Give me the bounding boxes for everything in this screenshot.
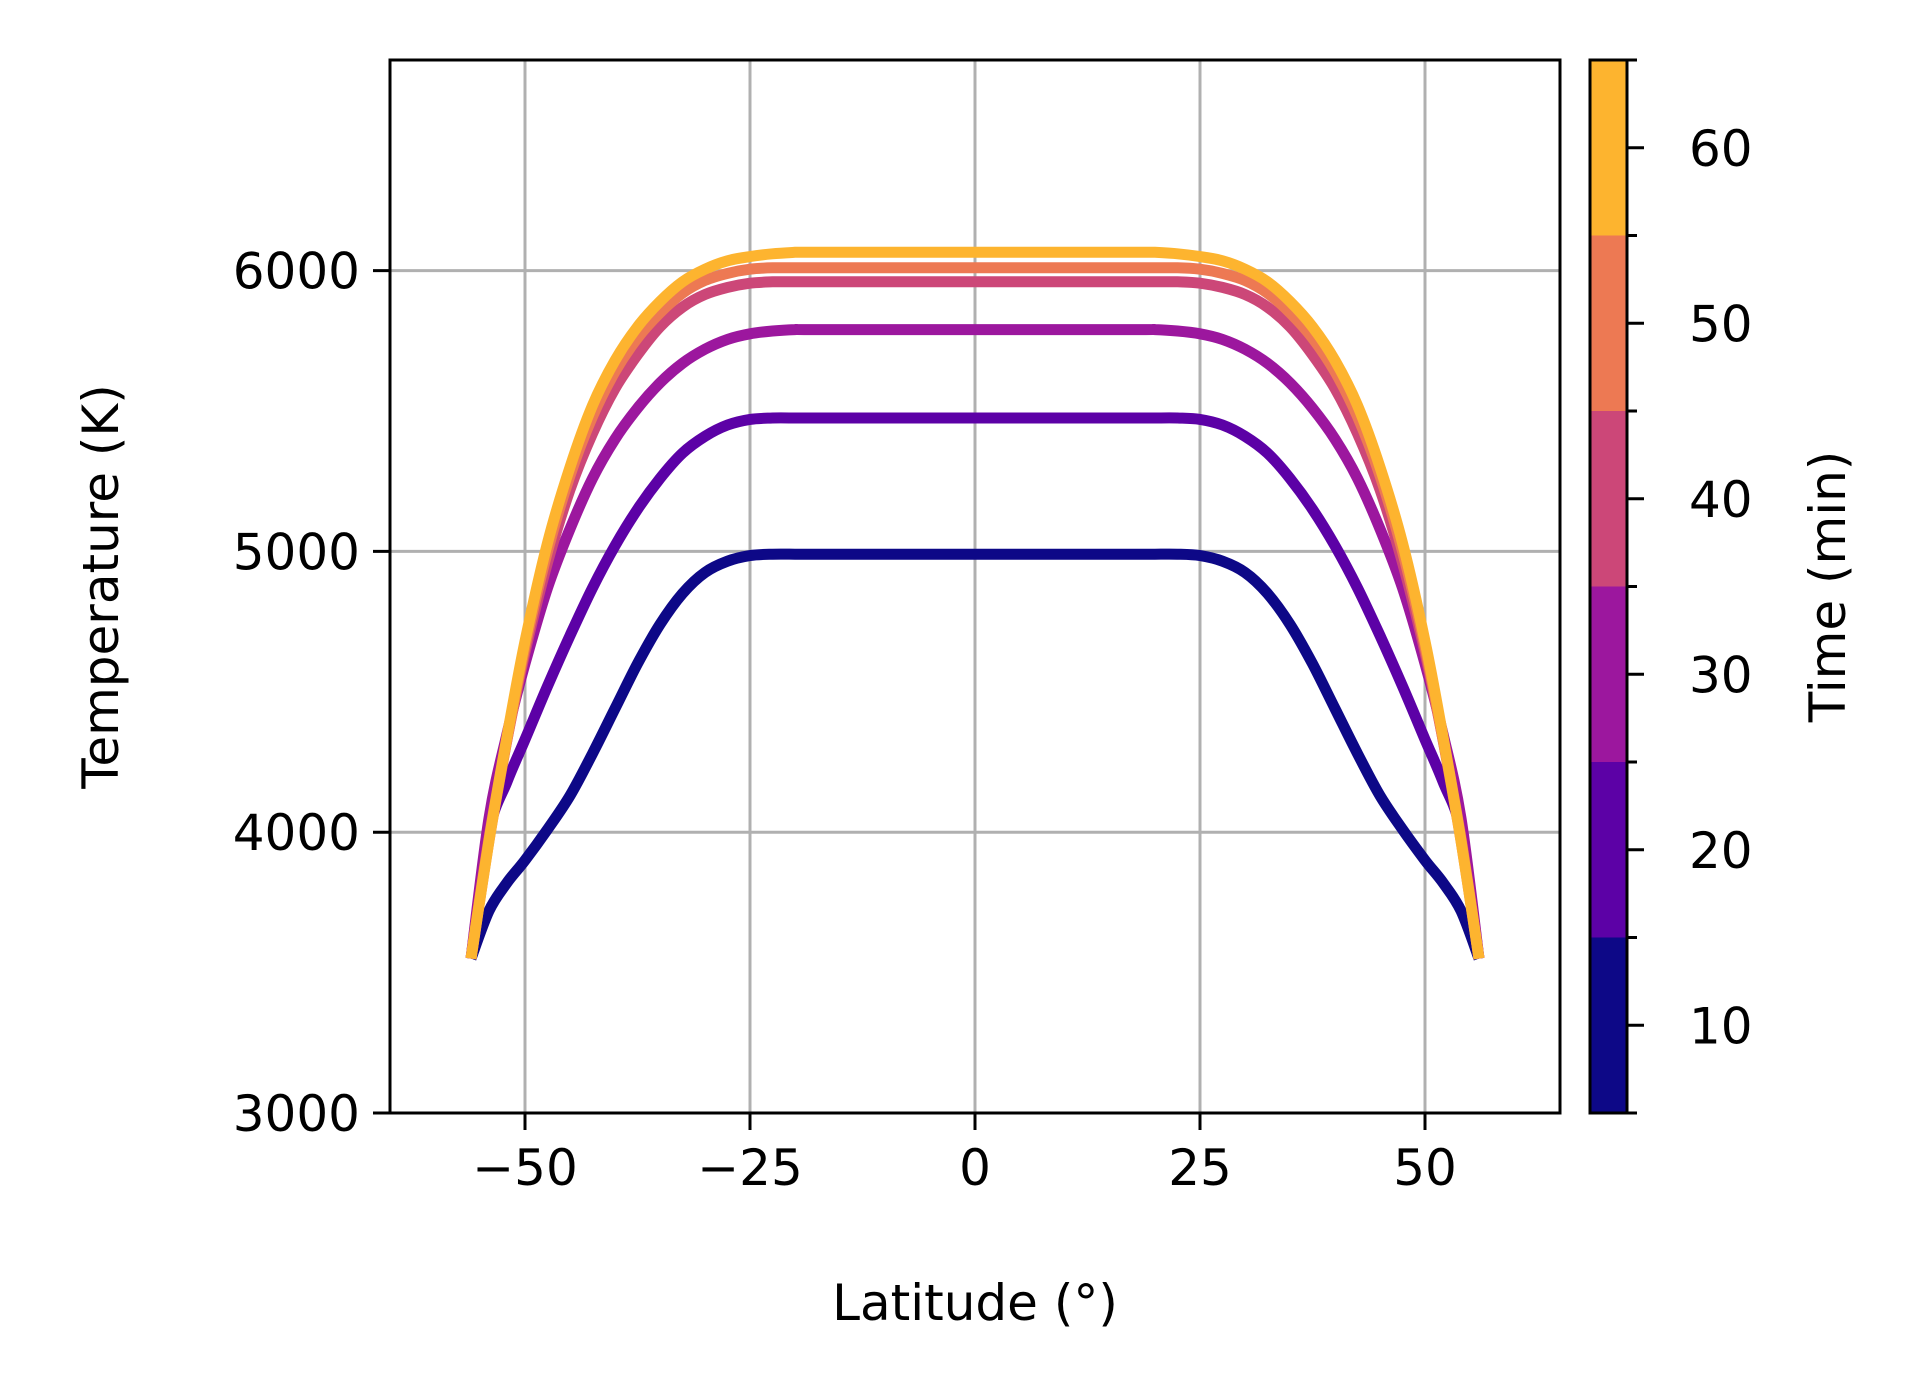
colorbar-tick-label: 40	[1689, 471, 1753, 529]
y-tick-label: 3000	[233, 1085, 360, 1143]
colorbar: 10 20 30 40 50 60	[1588, 58, 1753, 1115]
series-line-time-30	[465, 323, 1485, 960]
x-tick-label: 0	[959, 1139, 991, 1197]
y-tick-label: 5000	[233, 523, 360, 581]
x-tick-label: 50	[1393, 1139, 1457, 1197]
colorbar-tick-label: 30	[1689, 646, 1753, 704]
series-line-time-20	[465, 412, 1485, 960]
colorbar-segment	[1590, 762, 1627, 938]
y-axis-label: Temperature (K)	[72, 384, 130, 789]
x-tick-label: 25	[1168, 1139, 1232, 1197]
y-tick-label: 4000	[233, 804, 360, 862]
x-axis-label: Latitude (°)	[832, 1274, 1118, 1332]
series-line-time-10	[465, 548, 1485, 961]
colorbar-label: Time (min)	[1799, 451, 1857, 724]
colorbar-tick-label: 20	[1689, 822, 1753, 880]
colorbar-tick-label: 60	[1689, 120, 1753, 178]
x-tick-label: −25	[697, 1139, 803, 1197]
y-axis-ticks: 3000 4000 5000 6000	[233, 243, 390, 1143]
y-tick-label: 6000	[233, 243, 360, 301]
colorbar-segment	[1590, 586, 1627, 762]
colorbar-tick-label: 10	[1689, 997, 1753, 1055]
colorbar-tick-label: 50	[1689, 295, 1753, 353]
colorbar-segment	[1590, 235, 1627, 411]
colorbar-segment	[1590, 411, 1627, 587]
series-line-time-60	[465, 246, 1485, 960]
series-lines	[465, 246, 1485, 961]
colorbar-segment	[1590, 60, 1627, 236]
x-axis-ticks: −50 −25 0 25 50	[472, 1113, 1457, 1197]
colorbar-segment	[1590, 937, 1627, 1113]
x-tick-label: −50	[472, 1139, 578, 1197]
